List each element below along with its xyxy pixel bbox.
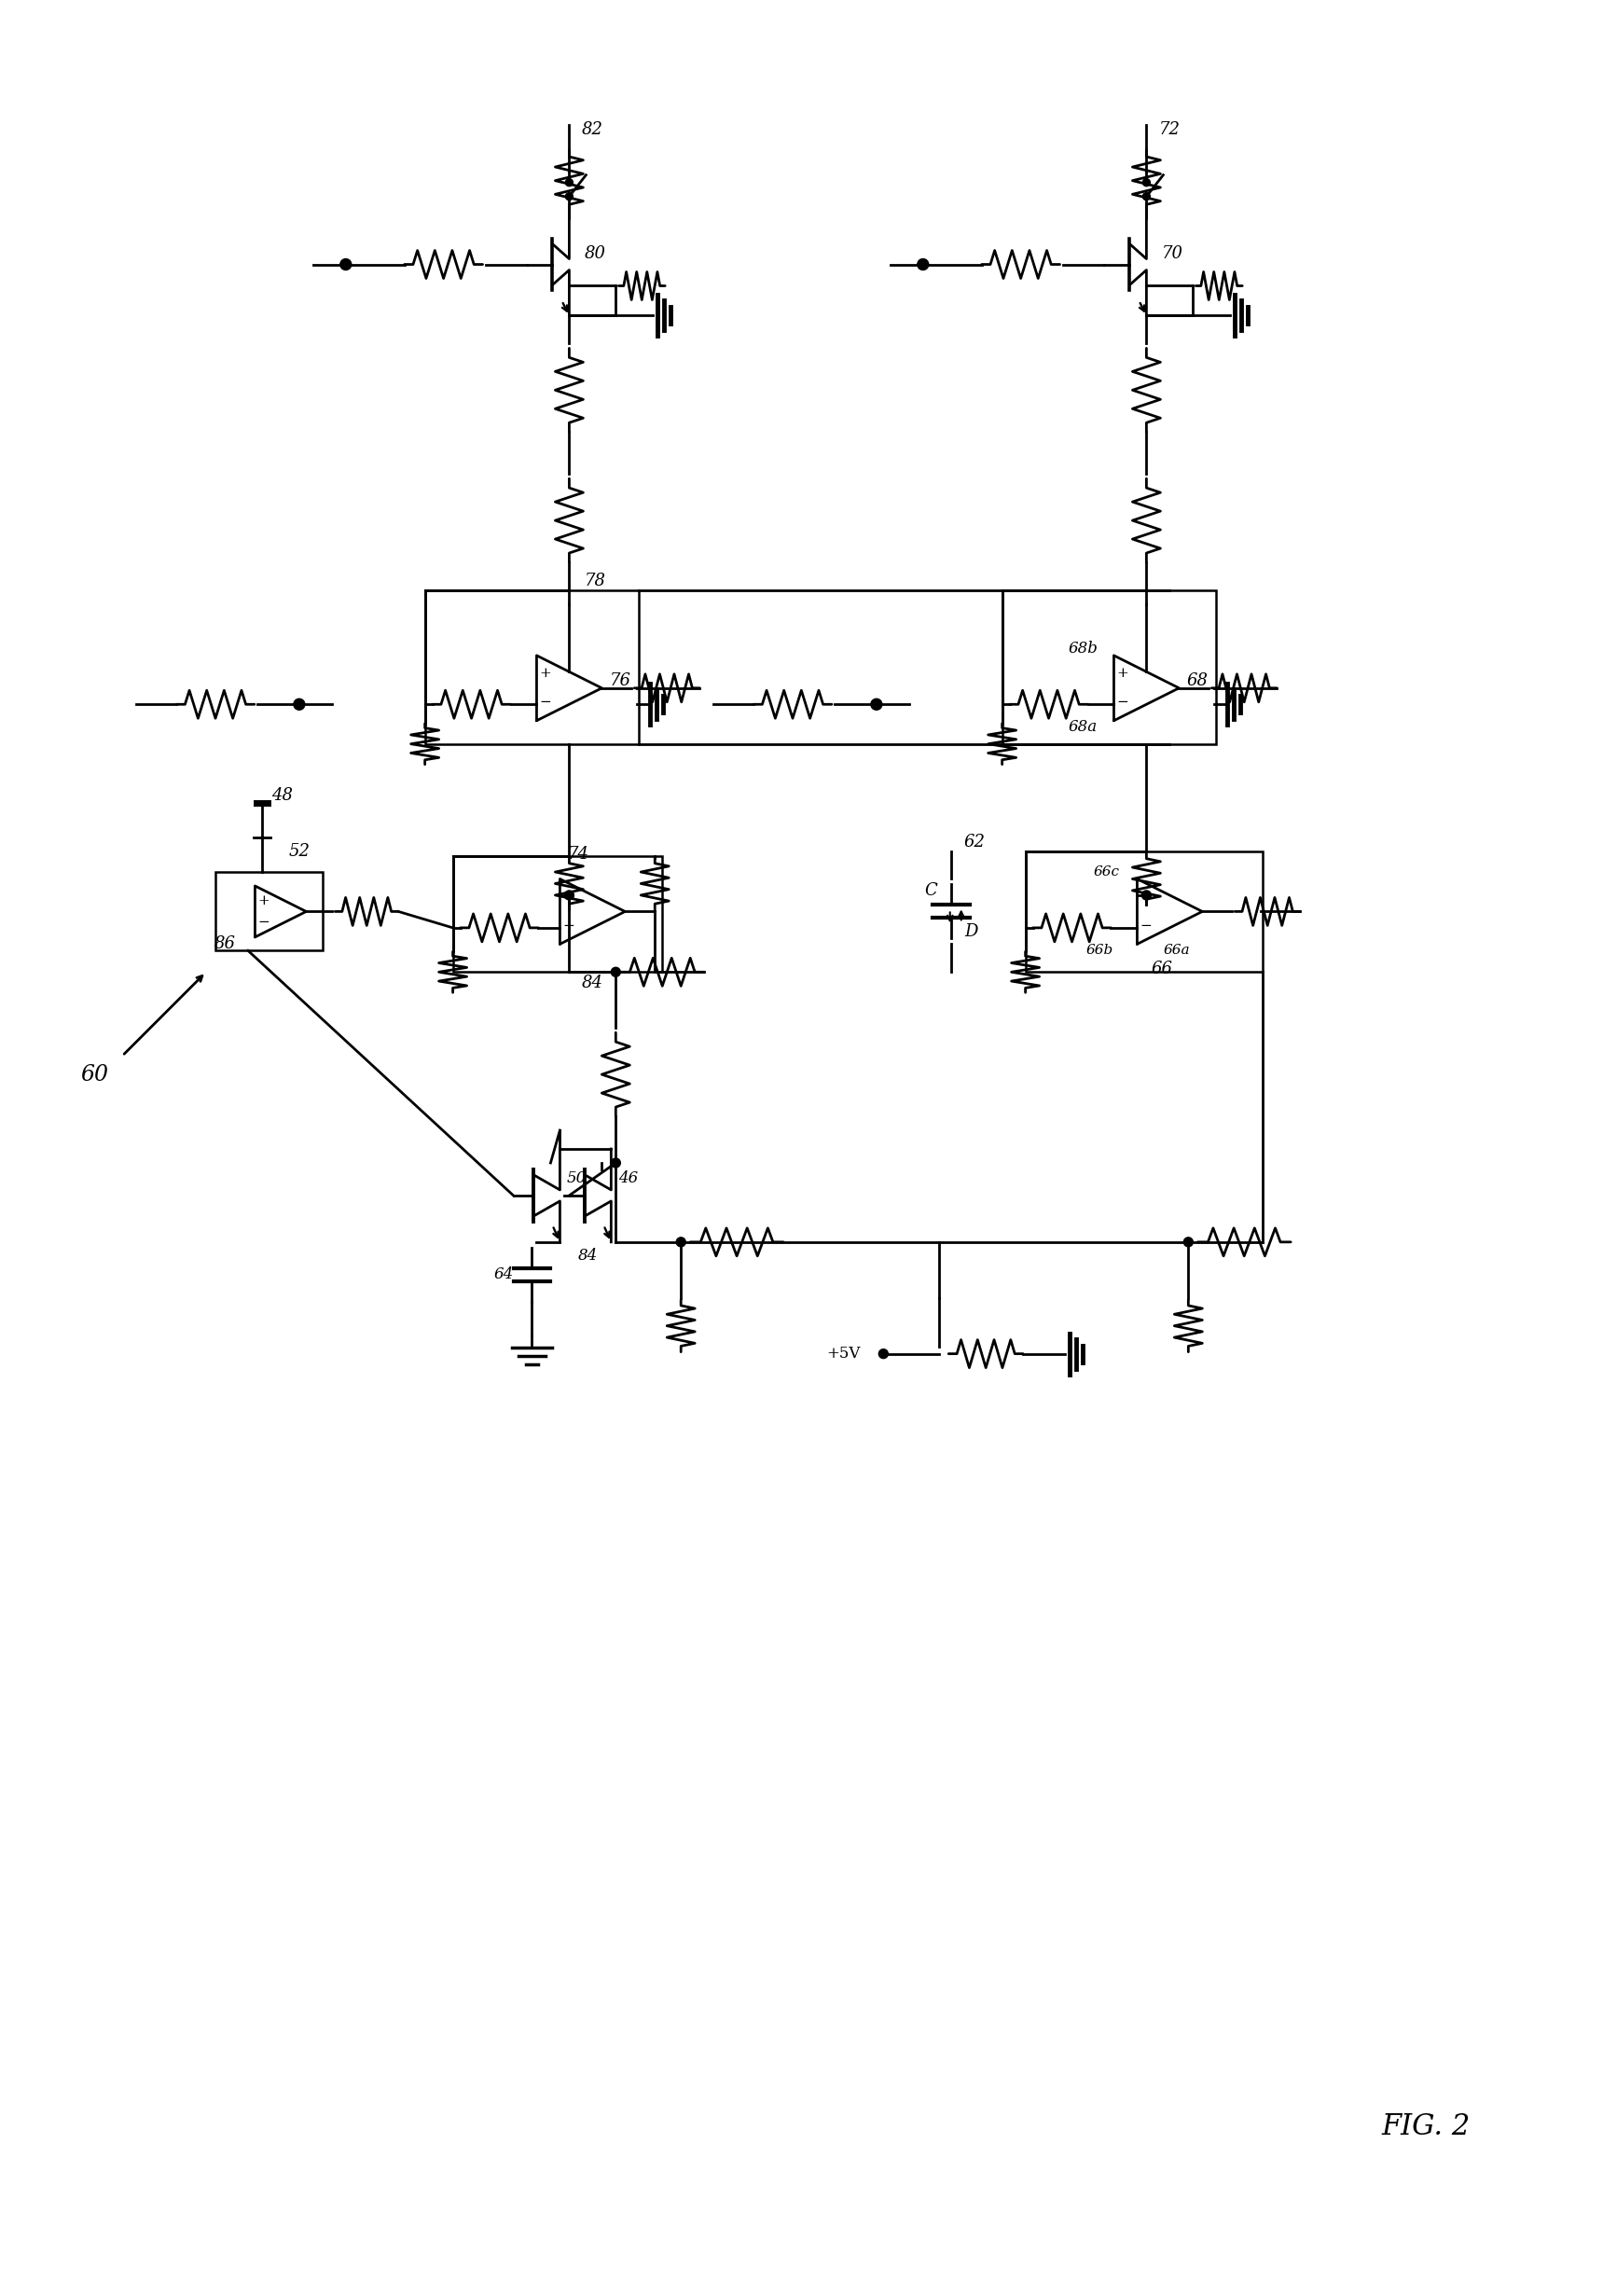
Text: D: D	[965, 923, 978, 941]
Text: +: +	[563, 891, 574, 905]
Text: 50: 50	[567, 1171, 587, 1187]
Circle shape	[611, 967, 620, 976]
Circle shape	[1183, 1238, 1193, 1247]
Circle shape	[1143, 179, 1151, 186]
Text: 66: 66	[1151, 960, 1173, 978]
Text: 46: 46	[619, 1171, 638, 1187]
Text: −: −	[539, 696, 551, 709]
Circle shape	[878, 1350, 888, 1359]
Text: −: −	[1116, 696, 1129, 709]
Text: +: +	[539, 668, 551, 680]
Circle shape	[564, 891, 574, 900]
Circle shape	[566, 179, 572, 186]
Text: 74: 74	[567, 845, 590, 863]
Circle shape	[676, 1238, 686, 1247]
Circle shape	[917, 259, 928, 271]
Text: 66a: 66a	[1164, 944, 1191, 957]
Text: −: −	[258, 916, 269, 930]
Circle shape	[1143, 193, 1151, 200]
Bar	[1002, 590, 1217, 744]
Text: 84: 84	[582, 976, 603, 992]
Text: 60: 60	[80, 1063, 109, 1086]
Bar	[1026, 852, 1263, 971]
Bar	[215, 872, 322, 951]
Circle shape	[293, 698, 305, 709]
Text: 62: 62	[963, 833, 984, 850]
Circle shape	[340, 259, 351, 271]
Text: FIG. 2: FIG. 2	[1382, 2112, 1470, 2140]
Text: 68b: 68b	[1068, 641, 1098, 657]
Text: 86: 86	[215, 937, 236, 953]
Text: +5V: +5V	[826, 1345, 861, 1362]
Bar	[425, 590, 640, 744]
Text: +: +	[258, 893, 269, 907]
Circle shape	[566, 193, 572, 200]
Text: −: −	[1140, 918, 1151, 932]
Circle shape	[870, 698, 882, 709]
Bar	[452, 856, 662, 971]
Text: 66c: 66c	[1093, 866, 1119, 879]
Text: +: +	[1140, 891, 1151, 905]
Text: 76: 76	[609, 673, 632, 689]
Circle shape	[1141, 891, 1151, 900]
Text: 68: 68	[1186, 673, 1209, 689]
Text: 80: 80	[585, 246, 606, 262]
Text: 84: 84	[579, 1249, 598, 1263]
Text: 52: 52	[289, 843, 309, 859]
Text: 64: 64	[494, 1267, 515, 1283]
Text: 68a: 68a	[1069, 719, 1098, 735]
Text: 48: 48	[273, 788, 293, 804]
Text: 78: 78	[585, 572, 606, 590]
Text: 82: 82	[582, 122, 603, 138]
Text: C: C	[923, 882, 936, 900]
Text: 66b: 66b	[1087, 944, 1114, 957]
Text: −: −	[563, 918, 574, 932]
Text: 72: 72	[1159, 122, 1180, 138]
Text: +: +	[1116, 668, 1129, 680]
Circle shape	[611, 1157, 620, 1169]
Text: 70: 70	[1162, 246, 1183, 262]
